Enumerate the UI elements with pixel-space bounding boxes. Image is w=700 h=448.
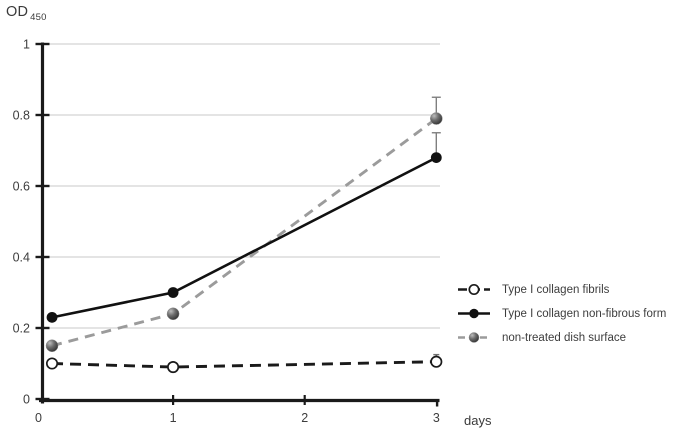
data-point-marker: [45, 339, 59, 352]
y-tick-label: 0.2: [13, 322, 30, 336]
y-tick-label: 1: [23, 38, 30, 52]
data-point-marker: [430, 152, 442, 164]
chart-legend: Type I collagen fibrils Type I collagen …: [457, 282, 666, 354]
data-point-marker: [46, 311, 58, 323]
data-point-marker: [430, 355, 443, 368]
legend-item-label: non-treated dish surface: [502, 331, 627, 344]
legend-line-open-circle-icon: [457, 283, 491, 296]
x-tick-label: 2: [301, 411, 308, 425]
data-point-marker: [430, 112, 443, 125]
data-point-marker: [167, 287, 179, 298]
legend-item-label: Type I collagen fibrils: [502, 283, 610, 296]
data-point-marker: [166, 307, 180, 321]
x-tick-label: 0: [35, 411, 42, 425]
legend-marker-glyph: [458, 332, 490, 343]
y-tick-label: 0.4: [13, 251, 30, 265]
data-point-marker: [45, 357, 59, 370]
legend-marker-glyph: [458, 283, 490, 296]
legend-line-filled-circle-icon: [457, 307, 491, 320]
y-tick-label: 0.8: [13, 109, 30, 123]
y-tick-label: 0.6: [13, 180, 30, 194]
series-line: [51, 117, 438, 348]
series-line: [51, 156, 437, 319]
x-tick-label: 3: [433, 411, 440, 425]
legend-item-non-fibrous: Type I collagen non-fibrous form: [457, 306, 666, 321]
y-axis-title-subscript: 450: [30, 12, 47, 23]
legend-gray-line-circle-icon: [457, 331, 491, 344]
y-axis-title-main: OD: [6, 4, 29, 20]
y-tick-label: 0: [23, 393, 30, 407]
legend-marker-glyph: [458, 308, 490, 319]
legend-item-label: Type I collagen non-fibrous form: [502, 307, 667, 320]
y-axis-title: OD 450: [6, 4, 47, 23]
legend-item-fibrils: Type I collagen fibrils: [457, 282, 666, 297]
data-point-marker: [167, 360, 180, 374]
series-line: [51, 360, 437, 369]
x-axis-label: days: [464, 413, 492, 428]
x-tick-label: 1: [170, 411, 177, 425]
legend-item-non-treated: non-treated dish surface: [457, 330, 666, 345]
